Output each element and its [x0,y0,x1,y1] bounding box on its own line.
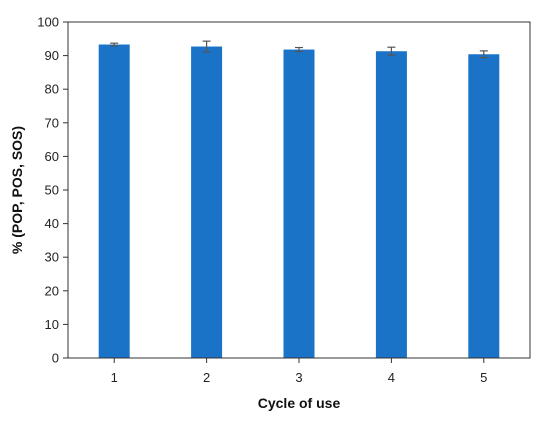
x-axis-title: Cycle of use [258,395,341,411]
y-axis-ticks: 0 10 20 30 40 50 60 70 80 90 100 [37,15,68,366]
y-tick-label: 90 [45,48,59,63]
bars [98,44,500,359]
y-axis-title: % (POP, POS, SOS) [9,126,25,254]
y-tick-label: 100 [37,15,59,30]
bar-cycle-5 [468,54,500,358]
y-tick-label: 30 [45,250,59,265]
x-tick-label: 1 [111,370,118,385]
x-tick-label: 2 [203,370,210,385]
error-bar-cycle-3 [295,46,303,53]
bar-cycle-1 [98,44,130,359]
error-bar-cycle-5 [479,50,488,59]
error-bar-cycle-4 [387,46,396,56]
x-tick-label: 3 [295,370,302,385]
y-tick-label: 60 [45,149,59,164]
y-tick-label: 80 [45,82,59,97]
bar-cycle-3 [283,49,315,358]
bar-cycle-4 [375,51,407,359]
y-tick-label: 10 [45,317,59,332]
x-axis-ticks: 1 2 3 4 5 [111,358,487,385]
error-bars [110,40,488,59]
y-tick-label: 0 [52,351,59,366]
x-tick-label: 5 [480,370,487,385]
y-tick-label: 70 [45,115,59,130]
error-bar-cycle-1 [110,42,119,47]
x-tick-label: 4 [388,370,395,385]
y-tick-label: 20 [45,283,59,298]
y-tick-label: 50 [45,183,59,198]
error-bar-cycle-2 [202,40,211,53]
bar-cycle-2 [191,46,223,358]
plot-frame [67,21,531,359]
y-tick-label: 40 [45,216,59,231]
